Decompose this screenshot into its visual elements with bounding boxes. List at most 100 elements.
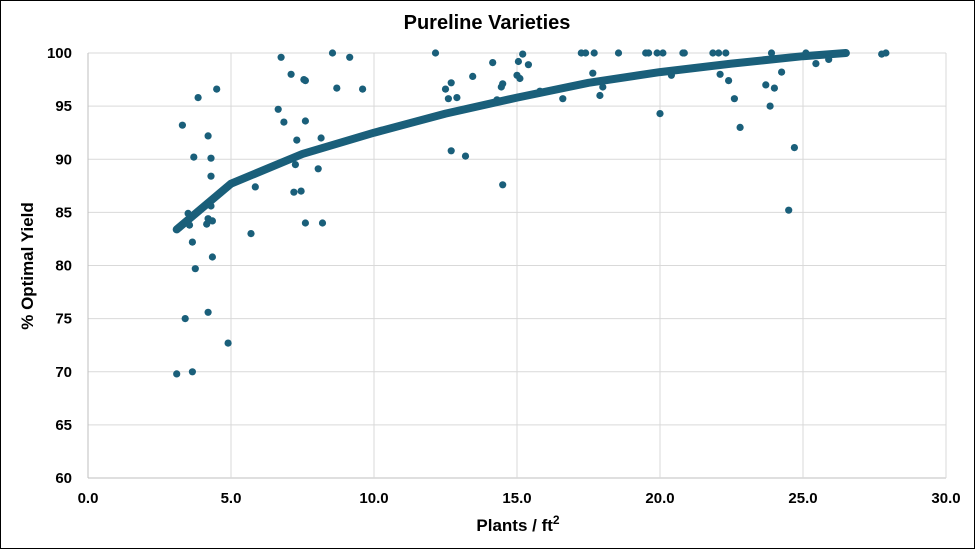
x-axis-label: Plants / ft2 <box>476 513 560 535</box>
y-axis-label: % Optimal Yield <box>18 202 37 330</box>
x-tick-label: 15.0 <box>502 490 531 507</box>
data-point <box>333 84 341 92</box>
y-tick-label: 70 <box>55 364 72 381</box>
data-point <box>247 230 255 238</box>
y-tick-labels: 60 65 70 75 80 85 90 95 100 <box>47 45 72 487</box>
data-point <box>825 55 833 64</box>
data-point <box>444 95 452 103</box>
data-point <box>709 49 717 57</box>
data-point <box>882 49 890 57</box>
data-point <box>812 60 820 68</box>
data-point <box>667 71 676 79</box>
data-point <box>722 49 730 57</box>
data-point <box>301 219 309 227</box>
data-point <box>291 161 299 169</box>
data-point <box>645 49 653 57</box>
data-point <box>469 72 477 80</box>
data-point <box>346 53 354 61</box>
data-point <box>715 49 723 57</box>
data-point <box>280 118 288 126</box>
data-point <box>213 85 221 93</box>
data-point <box>359 85 367 93</box>
data-point <box>431 49 440 57</box>
data-point <box>767 49 776 57</box>
data-point <box>493 96 501 104</box>
y-tick-label: 65 <box>55 417 72 434</box>
data-point <box>204 132 212 140</box>
data-point <box>207 154 215 162</box>
data-point <box>274 105 282 113</box>
x-tick-label: 20.0 <box>645 490 674 507</box>
x-tick-labels: 0.0 5.0 10.0 15.0 20.0 25.0 30.0 <box>78 490 961 507</box>
data-point <box>762 81 770 89</box>
data-point <box>251 183 259 191</box>
chart-title: Pureline Varieties <box>404 12 571 34</box>
data-point <box>175 223 184 231</box>
data-point <box>453 94 461 102</box>
data-point <box>659 49 667 57</box>
data-point <box>203 220 211 228</box>
data-point <box>185 221 194 229</box>
data-point <box>589 69 597 77</box>
x-tick-label: 25.0 <box>788 490 817 507</box>
data-point <box>516 74 524 83</box>
data-point <box>524 61 533 69</box>
trendline <box>172 49 850 234</box>
x-tick-label: 30.0 <box>931 490 960 507</box>
data-point <box>194 94 202 102</box>
data-point <box>178 121 186 129</box>
data-point <box>614 49 623 57</box>
data-point <box>582 49 590 57</box>
data-point <box>730 95 739 103</box>
data-point <box>716 70 724 78</box>
data-point <box>447 147 455 155</box>
data-point <box>301 77 309 85</box>
x-tick-label: 10.0 <box>359 490 388 507</box>
data-point <box>297 187 305 195</box>
data-point <box>785 206 793 214</box>
y-tick-label: 95 <box>55 98 72 115</box>
y-tick-label: 75 <box>55 311 72 328</box>
data-point <box>519 50 527 58</box>
data-point <box>725 77 733 85</box>
data-point <box>190 153 198 161</box>
data-point <box>318 219 327 227</box>
data-point <box>301 117 309 125</box>
data-point <box>173 370 181 378</box>
data-point <box>599 83 607 91</box>
data-point <box>181 315 189 323</box>
data-point <box>310 147 318 155</box>
data-point <box>653 49 661 57</box>
data-point <box>204 308 212 316</box>
data-point <box>188 368 196 376</box>
y-tick-label: 90 <box>55 151 72 168</box>
data-point <box>590 49 598 57</box>
data-point <box>736 123 744 131</box>
data-point <box>277 53 285 61</box>
data-points <box>173 49 890 378</box>
data-point <box>596 91 604 100</box>
data-point <box>191 265 199 273</box>
data-point <box>790 144 799 152</box>
data-point <box>184 209 192 217</box>
data-point <box>656 110 664 118</box>
data-point <box>680 49 688 57</box>
x-axis-label-superscript: 2 <box>553 513 560 527</box>
data-point <box>441 85 450 93</box>
data-point <box>766 102 774 110</box>
gridlines <box>87 52 947 479</box>
x-axis-label-main: Plants / ft <box>476 516 553 535</box>
data-point <box>328 49 337 57</box>
data-point <box>314 165 322 173</box>
data-point <box>287 70 295 78</box>
data-point <box>188 238 196 246</box>
data-point <box>208 217 216 225</box>
y-tick-label: 85 <box>55 204 72 221</box>
y-tick-label: 80 <box>55 258 72 275</box>
data-point <box>293 136 301 144</box>
data-point <box>536 87 544 95</box>
data-point <box>207 172 215 180</box>
data-point <box>802 49 810 57</box>
